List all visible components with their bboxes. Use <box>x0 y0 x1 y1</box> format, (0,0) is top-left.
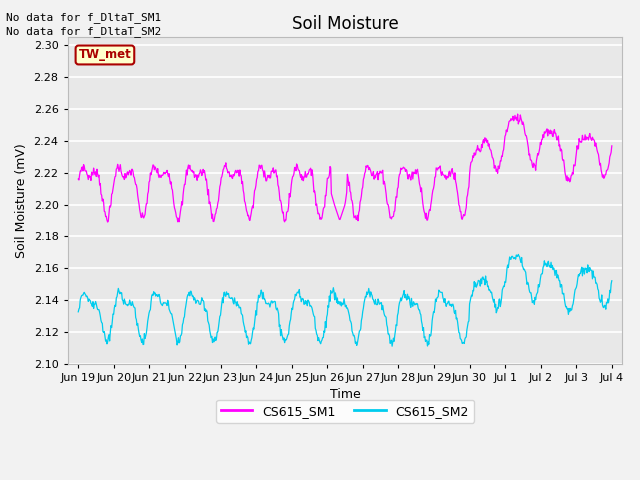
Text: No data for f_DltaT_SM1: No data for f_DltaT_SM1 <box>6 12 162 23</box>
Title: Soil Moisture: Soil Moisture <box>292 15 399 33</box>
Text: TW_met: TW_met <box>79 48 131 61</box>
Legend: CS615_SM1, CS615_SM2: CS615_SM1, CS615_SM2 <box>216 400 474 423</box>
Text: No data for f_DltaT_SM2: No data for f_DltaT_SM2 <box>6 26 162 37</box>
X-axis label: Time: Time <box>330 388 360 401</box>
Y-axis label: Soil Moisture (mV): Soil Moisture (mV) <box>15 143 28 258</box>
